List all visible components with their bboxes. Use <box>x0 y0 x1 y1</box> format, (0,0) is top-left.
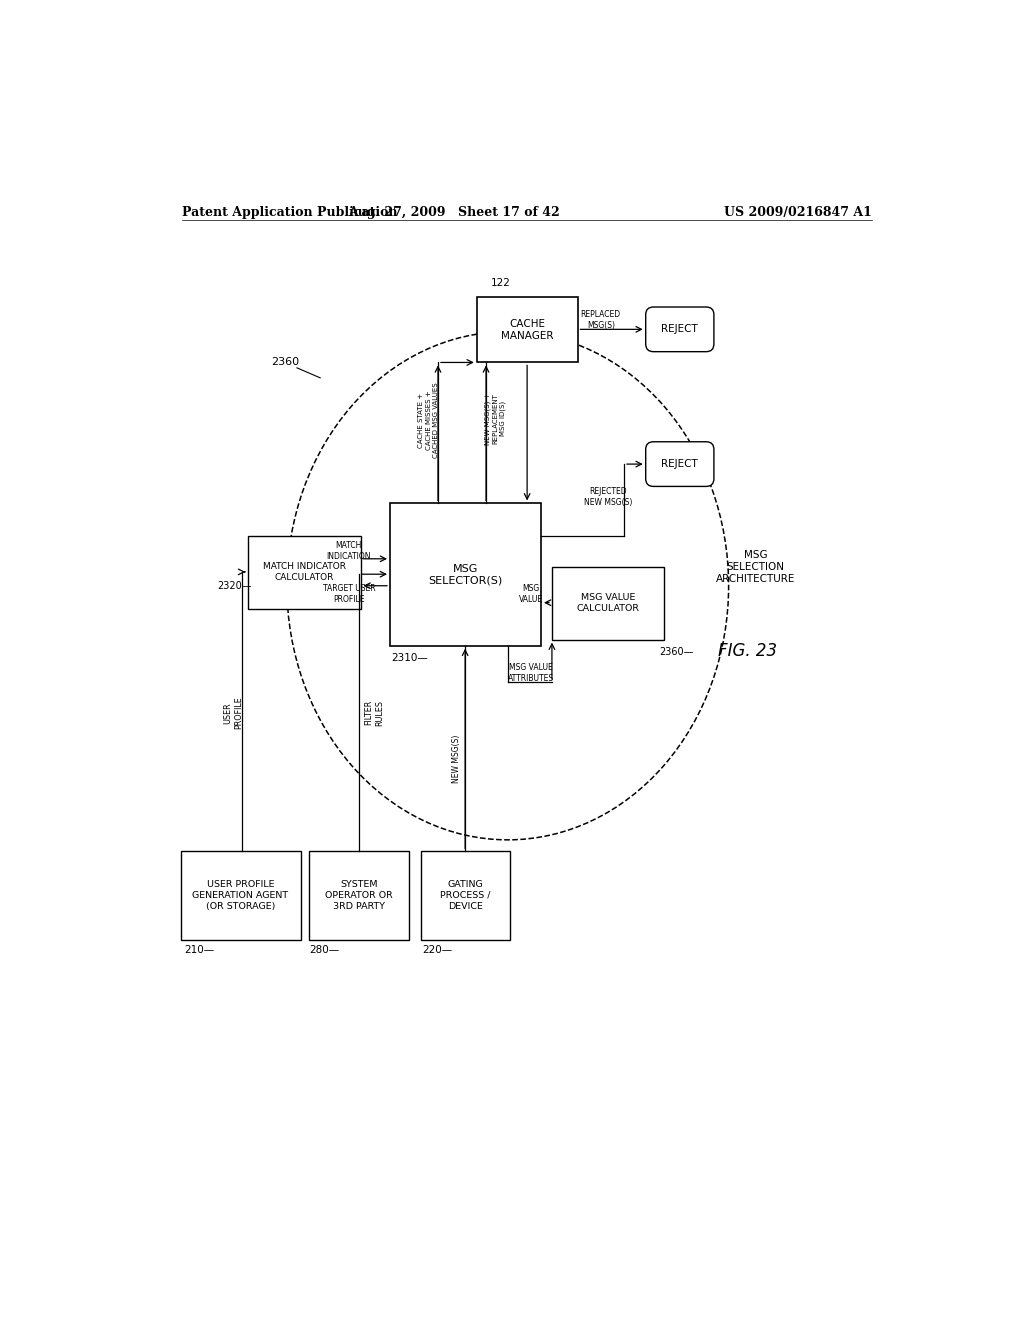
Bar <box>390 503 541 645</box>
Text: 2320—: 2320— <box>217 581 252 591</box>
Bar <box>477 297 578 363</box>
Bar <box>552 566 665 640</box>
Text: 220—: 220— <box>423 945 453 956</box>
Bar <box>180 851 301 940</box>
Text: USER
PROFILE: USER PROFILE <box>223 697 244 729</box>
Text: SYSTEM
OPERATOR OR
3RD PARTY: SYSTEM OPERATOR OR 3RD PARTY <box>325 880 393 911</box>
Text: 2310—: 2310— <box>391 653 428 663</box>
Text: REJECT: REJECT <box>662 325 698 334</box>
Text: FIG. 23: FIG. 23 <box>719 643 777 660</box>
Text: REPLACED
MSG(S): REPLACED MSG(S) <box>581 310 621 330</box>
Text: CACHE STATE +
CACHE MISSES +
CACHED MSG VALUES: CACHE STATE + CACHE MISSES + CACHED MSG … <box>419 383 439 458</box>
Bar <box>421 851 510 940</box>
Text: US 2009/0216847 A1: US 2009/0216847 A1 <box>724 206 872 219</box>
Text: MSG
VALUE: MSG VALUE <box>519 585 543 605</box>
Text: GATING
PROCESS /
DEVICE: GATING PROCESS / DEVICE <box>440 880 490 911</box>
Text: CACHE
MANAGER: CACHE MANAGER <box>501 318 553 341</box>
Text: Patent Application Publication: Patent Application Publication <box>182 206 397 219</box>
Text: USER PROFILE
GENERATION AGENT
(OR STORAGE): USER PROFILE GENERATION AGENT (OR STORAG… <box>193 880 289 911</box>
Text: REJECT: REJECT <box>662 459 698 469</box>
Text: MSG VALUE
ATTRIBUTES: MSG VALUE ATTRIBUTES <box>508 663 554 682</box>
Bar <box>308 851 410 940</box>
Text: NEW MSG(S) +
REPLACEMENT
MSG ID(S): NEW MSG(S) + REPLACEMENT MSG ID(S) <box>484 392 506 445</box>
Text: 210—: 210— <box>183 945 214 956</box>
Text: REJECTED
NEW MSG(S): REJECTED NEW MSG(S) <box>585 487 633 507</box>
Bar <box>248 536 360 609</box>
Text: MATCH
INDICATION: MATCH INDICATION <box>327 541 371 561</box>
Text: NEW MSG(S): NEW MSG(S) <box>453 735 461 783</box>
Text: MSG
SELECTION
ARCHITECTURE: MSG SELECTION ARCHITECTURE <box>716 549 796 583</box>
FancyBboxPatch shape <box>646 442 714 487</box>
Text: Aug. 27, 2009 Sheet 17 of 42: Aug. 27, 2009 Sheet 17 of 42 <box>347 206 559 219</box>
Text: 2360: 2360 <box>271 358 299 367</box>
Text: MATCH INDICATOR
CALCULATOR: MATCH INDICATOR CALCULATOR <box>263 562 346 582</box>
Text: FILTER
RULES: FILTER RULES <box>365 700 384 726</box>
Text: 280—: 280— <box>309 945 340 956</box>
Text: TARGET USER
PROFILE: TARGET USER PROFILE <box>323 585 375 605</box>
FancyBboxPatch shape <box>646 308 714 351</box>
Text: MSG VALUE
CALCULATOR: MSG VALUE CALCULATOR <box>577 593 640 612</box>
Text: MSG
SELECTOR(S): MSG SELECTOR(S) <box>428 564 503 586</box>
Text: 122: 122 <box>490 277 511 288</box>
Text: 2360—: 2360— <box>658 647 693 657</box>
